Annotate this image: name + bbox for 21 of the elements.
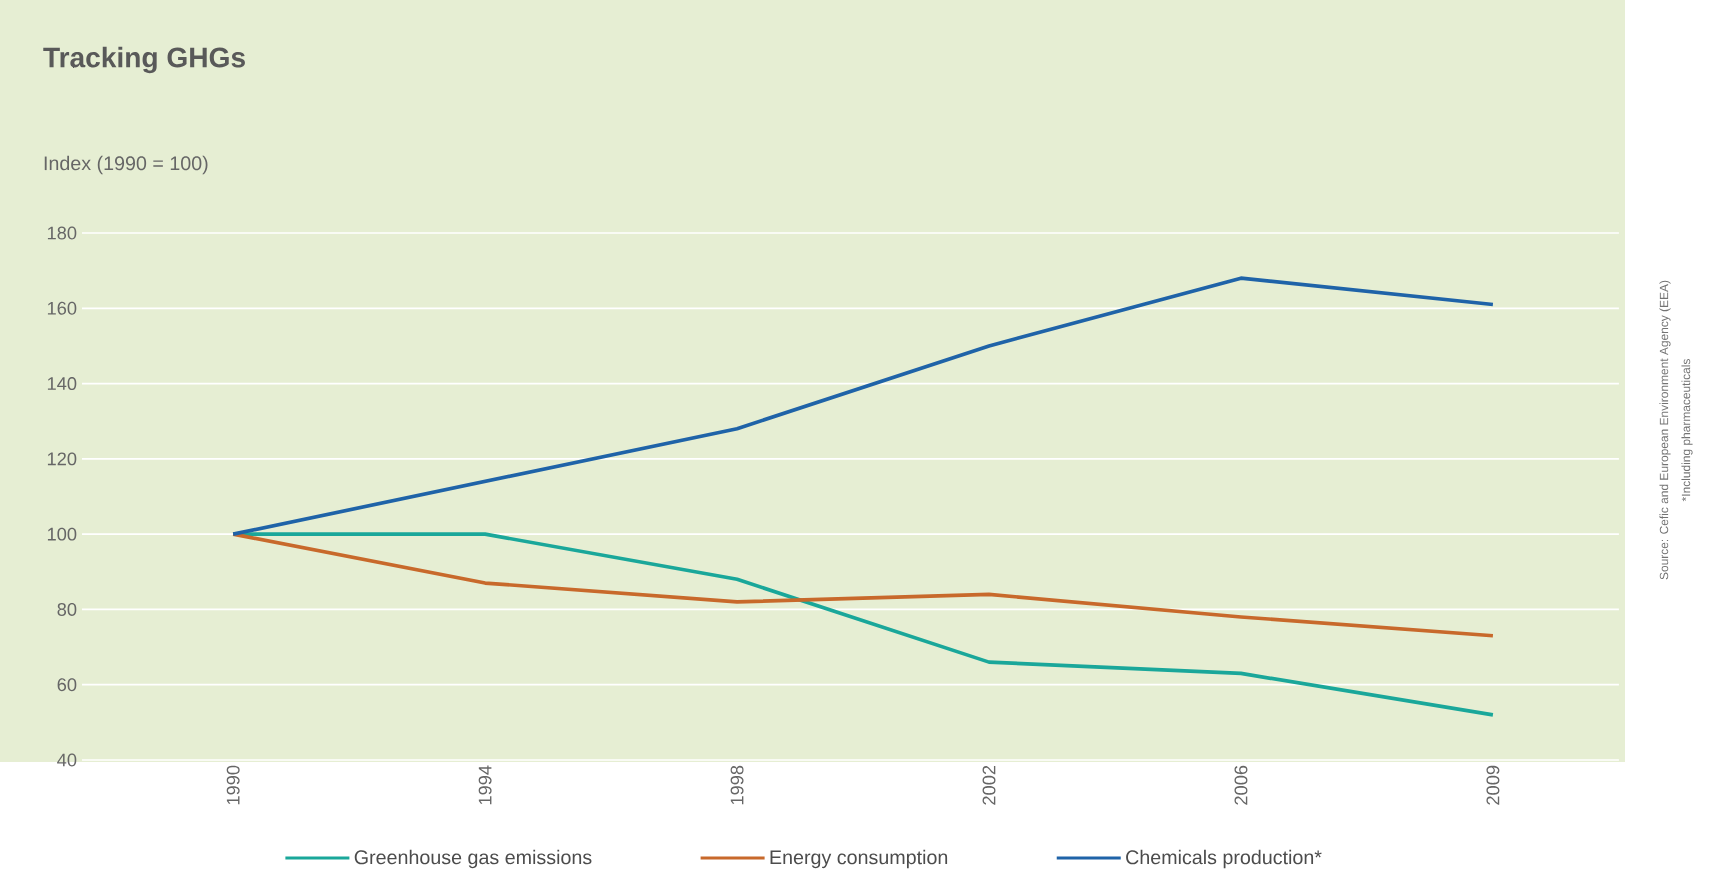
- chart-title: Tracking GHGs: [43, 46, 245, 74]
- legend-label: Energy consumption: [770, 849, 948, 869]
- x-tick-label: 1994: [478, 765, 492, 805]
- x-tick-label: 2002: [982, 765, 996, 805]
- y-tick-label: 100: [47, 527, 77, 541]
- y-tick-label: 180: [47, 226, 77, 240]
- x-tick-label: 2006: [1234, 765, 1248, 805]
- y-tick-label: 140: [47, 377, 77, 391]
- legend-label: Chemicals production*: [1126, 849, 1322, 869]
- legend-label: Greenhouse gas emissions: [354, 849, 592, 869]
- y-axis-title: Index (1990 = 100): [44, 155, 208, 175]
- source-note: Source: Cefic and European Environment Agency (EEA): [1659, 280, 1671, 580]
- y-tick-label: 40: [57, 753, 77, 767]
- text: *Including pharmaceuticals: [1681, 359, 1693, 502]
- x-tick-label: 1998: [730, 765, 744, 805]
- x-tick-label: 2009: [1486, 765, 1500, 805]
- y-tick-label: 160: [47, 301, 77, 315]
- y-tick-label: 120: [47, 452, 77, 466]
- x-tick-label: 1990: [226, 765, 240, 805]
- y-tick-label: 80: [57, 602, 77, 616]
- y-tick-label: 60: [57, 678, 77, 692]
